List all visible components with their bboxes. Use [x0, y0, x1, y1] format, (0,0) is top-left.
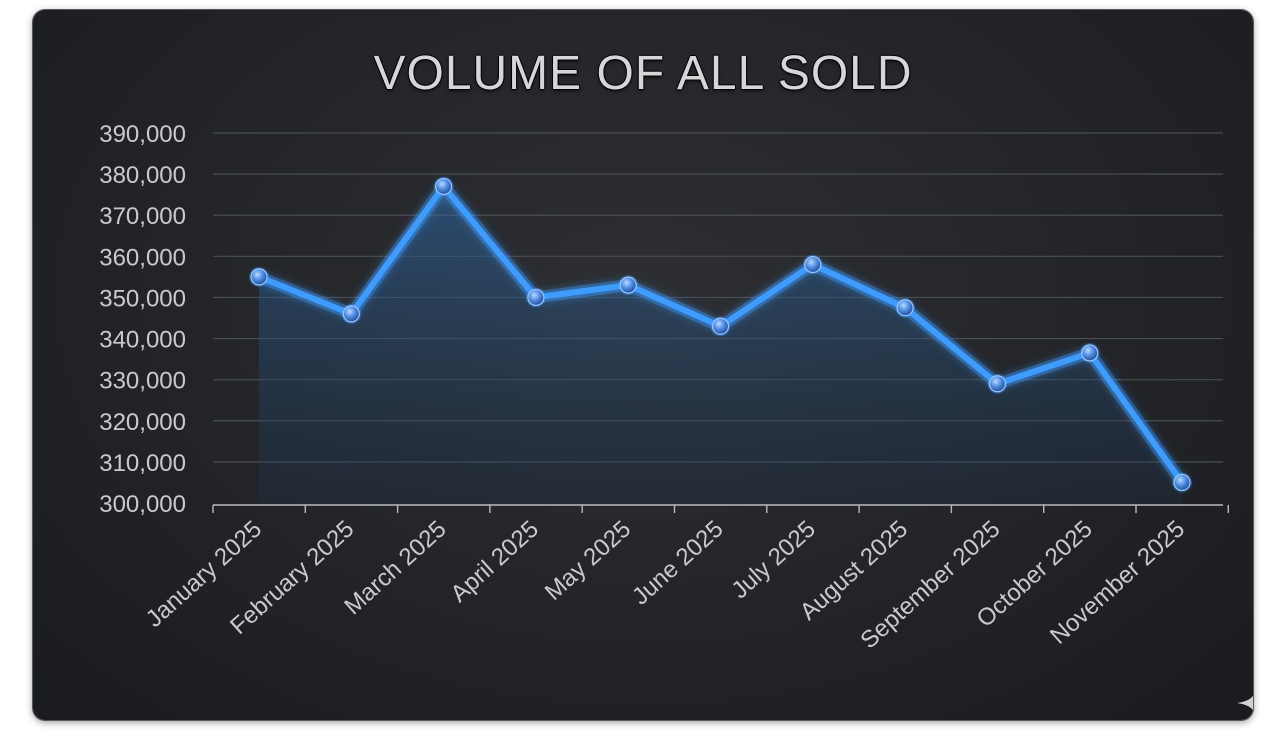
y-axis: 300,000 310,000 320,000 330,000 340,000 350,0…	[99, 121, 186, 518]
data-point	[619, 276, 637, 294]
data-point	[250, 268, 268, 286]
data-point	[896, 299, 914, 317]
y-tick-label: 340,000	[99, 327, 186, 354]
data-point	[711, 317, 730, 335]
chart-title: VOLUME OF ALL SOLD	[373, 47, 913, 100]
y-tick-label: 350,000	[99, 285, 186, 312]
data-point	[1081, 344, 1099, 362]
data-point	[527, 288, 545, 307]
y-tick-label: 390,000	[99, 121, 186, 148]
y-tick-label: 300,000	[99, 491, 186, 518]
data-point	[342, 305, 360, 323]
x-tick-label: May 2025	[540, 515, 636, 606]
data-point	[1173, 473, 1191, 492]
chart-panel: VOLUME OF ALL SOLD 300,000 310,000 320,000…	[33, 10, 1253, 720]
y-tick-label: 330,000	[99, 368, 186, 395]
x-tick-label: July 2025	[726, 515, 820, 604]
x-tick-label: June 2025	[627, 515, 728, 610]
y-tick-label: 310,000	[99, 450, 186, 477]
y-tick-label: 320,000	[99, 409, 186, 436]
sparkle-icon	[1237, 695, 1253, 711]
x-tick-label: March 2025	[339, 515, 451, 620]
data-point	[435, 177, 453, 196]
data-point	[804, 255, 822, 274]
area-region	[259, 186, 1182, 505]
line-chart: 300,000 310,000 320,000 330,000 340,000 350,0…	[99, 121, 1230, 654]
data-markers	[249, 176, 1192, 493]
x-tick-label: April 2025	[446, 515, 544, 607]
y-tick-label: 380,000	[99, 162, 186, 189]
area-fill	[259, 186, 1182, 505]
y-tick-label: 370,000	[99, 203, 186, 230]
y-tick-label: 360,000	[99, 244, 186, 271]
data-point	[988, 375, 1007, 393]
